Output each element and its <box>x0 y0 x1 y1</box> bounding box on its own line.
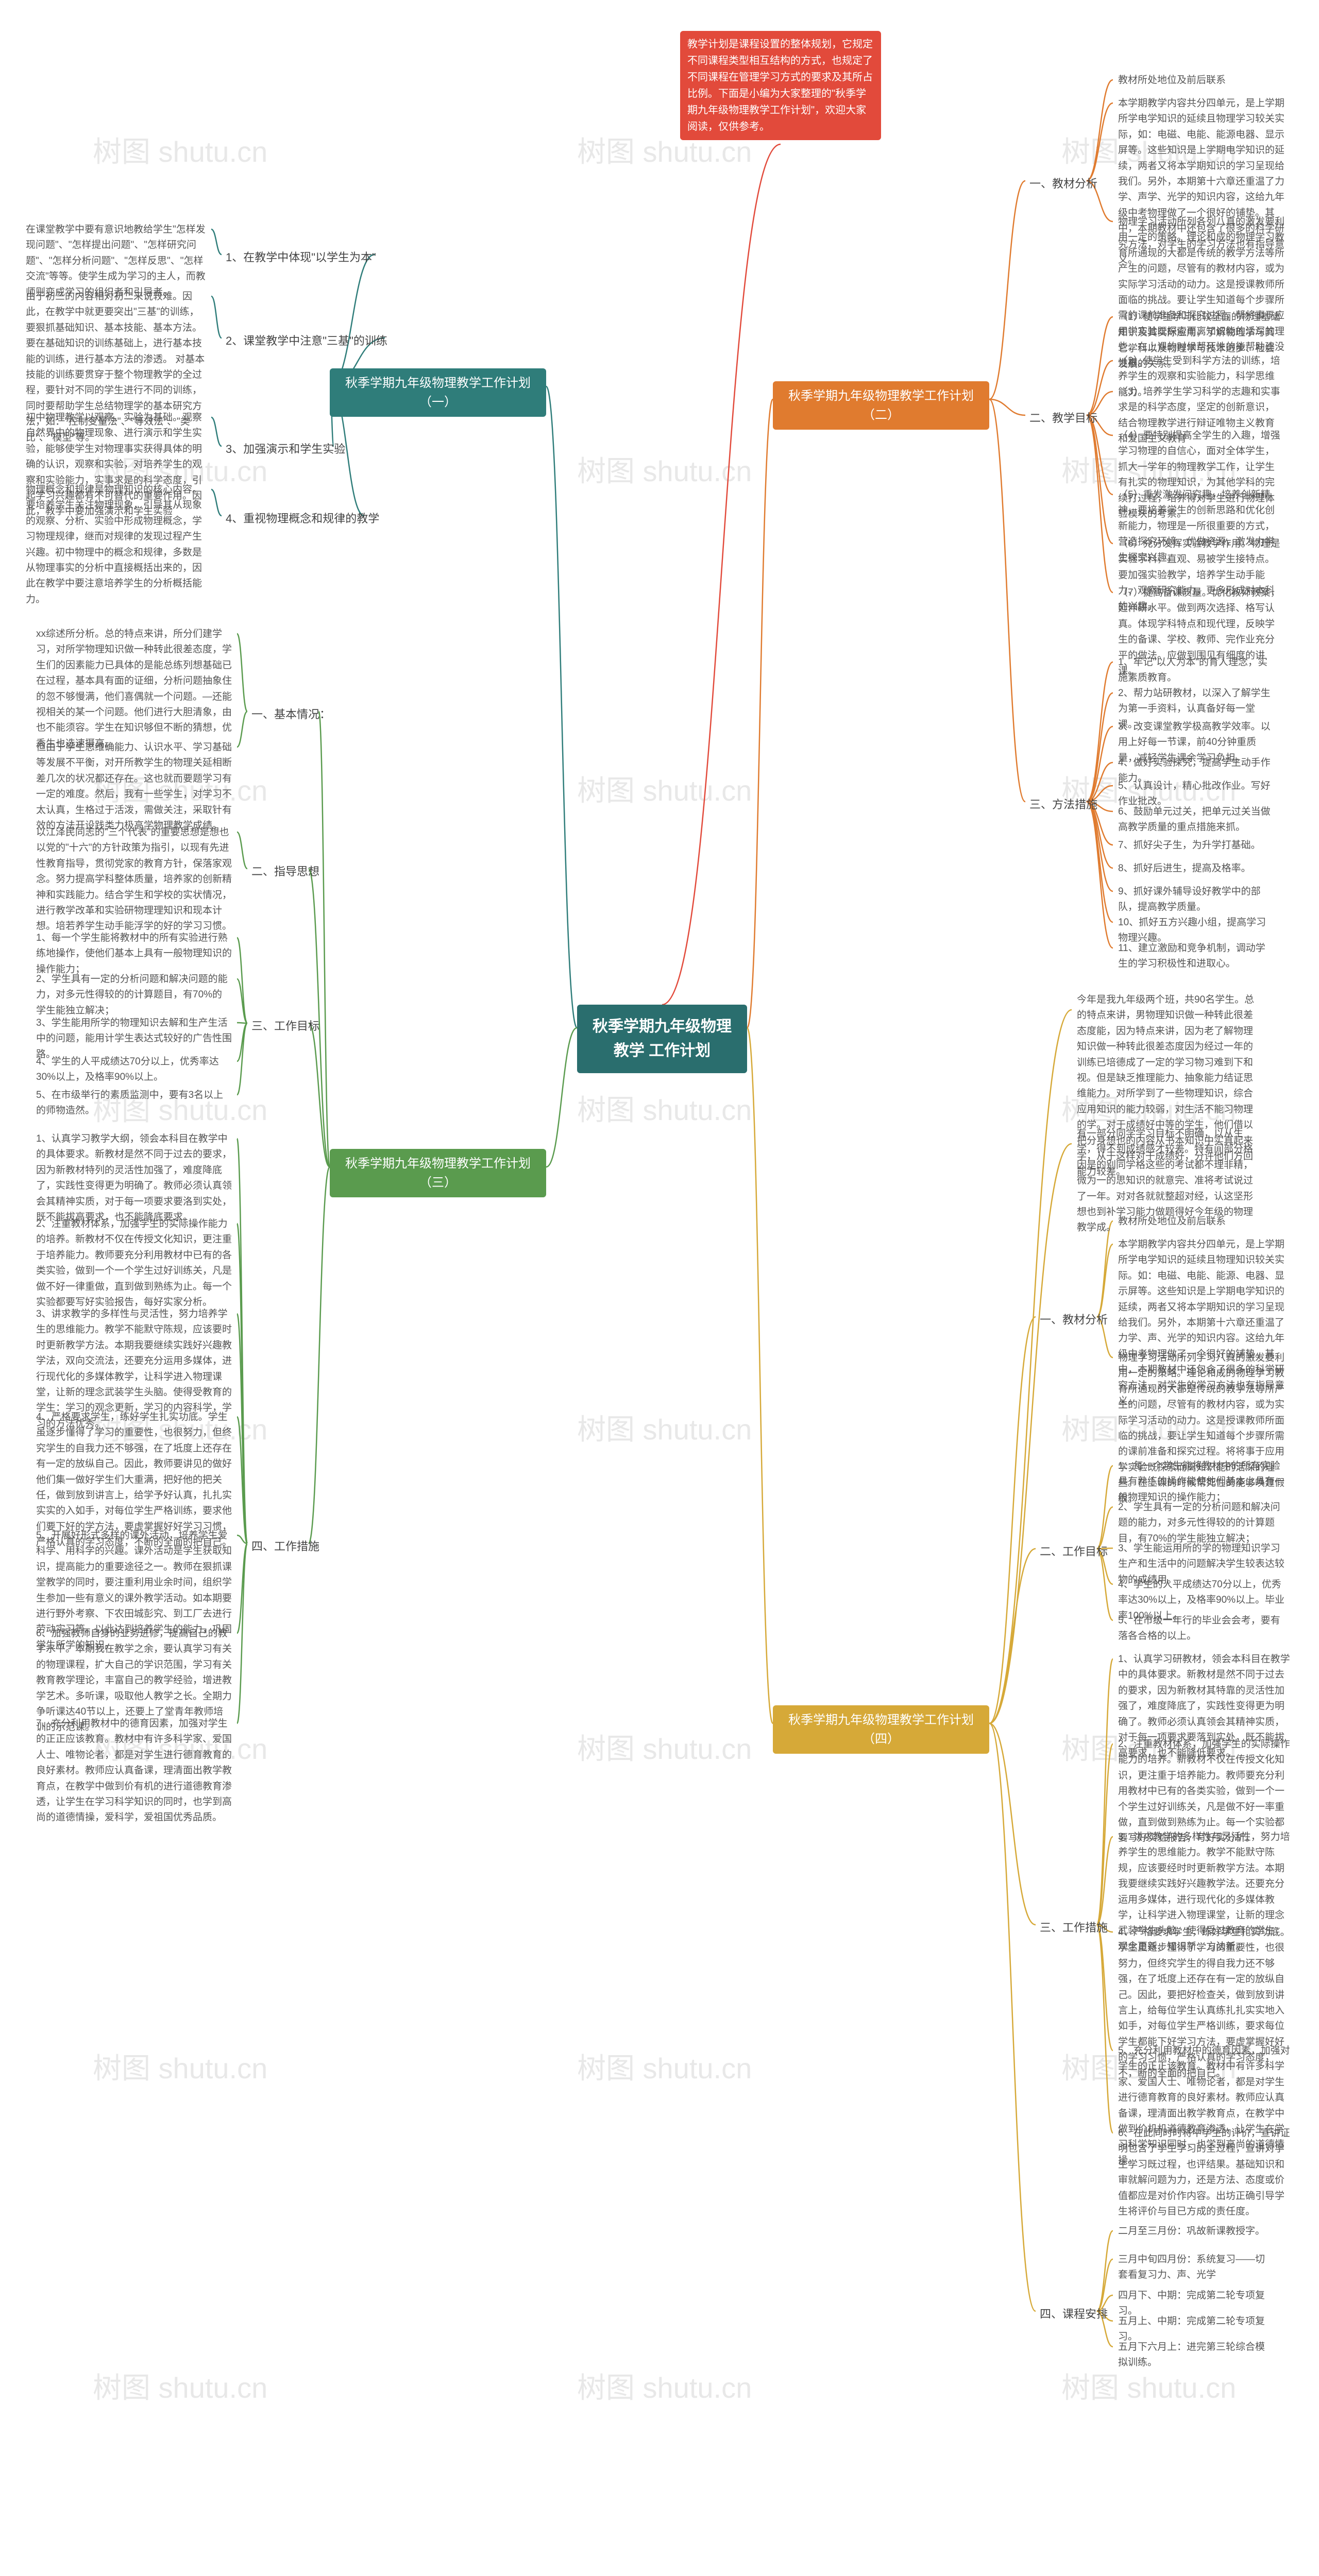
branch-b3: 秋季学期九年级物理教学工作计划 （三） <box>330 1149 546 1197</box>
branch-b4: 秋季学期九年级物理教学工作计划 （四） <box>773 1705 989 1754</box>
leaf-text: 7、充分利用教材中的德育因素，加强对学生的正正应该教育。教材中有许多科学家、爱国… <box>31 1713 237 1829</box>
branch-b1: 秋季学期九年级物理教学工作计划 （一） <box>330 368 546 417</box>
watermark: 树图 shutu.cn <box>577 448 752 490</box>
leaf-text: xx综述所分析。总的特点来讲，所分们建学习，对所学物理知识做一种转此很差态度，学… <box>31 623 237 755</box>
sub-branch-label: 四、工作措施 <box>247 1535 324 1556</box>
watermark: 树图 shutu.cn <box>93 2365 267 2406</box>
watermark: 树图 shutu.cn <box>577 1726 752 1768</box>
sub-branch-label: 二、教学目标 <box>1025 407 1102 428</box>
watermark: 树图 shutu.cn <box>577 768 752 809</box>
leaf-text: 11、建立激励和竞争机制，调动学生的学习积极性和进取心。 <box>1113 938 1278 975</box>
sub-branch-label: 2、课堂教学中注意"三基"的训练 <box>222 330 392 350</box>
sub-branch-label: 一、基本情况： <box>247 703 335 724</box>
leaf-text: 五月下六月上：进完第三轮综合模拟训练。 <box>1113 2336 1278 2374</box>
center-topic: 秋季学期九年级物理教学 工作计划 <box>577 1005 747 1073</box>
leaf-text: 三月中旬四月份：系统复习——切套看复习力、声、光学 <box>1113 2249 1278 2286</box>
sub-branch-label: 三、工作措施 <box>1036 1917 1112 1937</box>
leaf-text: 5、在市级举行的素质监测中，要有3名以上的师物造然。 <box>31 1084 237 1122</box>
leaf-text: 7、抓好尖子生，为升学打基础。 <box>1113 835 1278 856</box>
leaf-text: 以江泽民同志的"三个代表"的重要思想是想也以党的"十六"的方针政策为指引，以现有… <box>31 822 237 938</box>
leaf-text: 5、在市级一年行的毕业会会考，要有落各合格的以上。 <box>1113 1610 1293 1648</box>
watermark: 树图 shutu.cn <box>577 1406 752 1448</box>
sub-branch-label: 4、重视物理概念和规律的教学 <box>222 507 383 528</box>
leaf-text: 2、注重教材体系，加强学生的实际操作能力的培养。新教材不仅在传授文化知识，更注重… <box>31 1213 237 1313</box>
leaf-text: 8、抓好后进生，提高及格率。 <box>1113 858 1278 879</box>
sub-branch-label: 二、工作目标 <box>1036 1540 1112 1561</box>
leaf-text: 6、鼓励单元过关，把单元过关当做高教学质量的重点措施来抓。 <box>1113 801 1278 839</box>
sub-branch-label: 1、在教学中体现"以学生为本" <box>222 246 380 267</box>
watermark: 树图 shutu.cn <box>93 2045 267 2087</box>
leaf-text: 二月至三月份：巩故新课教授字。 <box>1113 2221 1278 2242</box>
leaf-text: 4、学生的人平成绩达70分以上，优秀率达30%以上，及格率90%以上。 <box>31 1051 237 1089</box>
leaf-text: 6、在此同时时将中学生的评价，宣讲证明包含了学生学习的全过程，宣讲对学生学习既过… <box>1113 2123 1298 2223</box>
sub-branch-label: 三、方法措施 <box>1025 793 1102 814</box>
watermark: 树图 shutu.cn <box>577 2045 752 2087</box>
branch-b2: 秋季学期九年级物理教学工作计划 （二） <box>773 381 989 430</box>
leaf-text: 教材所处地位及前后联系 <box>1113 1211 1267 1232</box>
watermark: 树图 shutu.cn <box>93 129 267 171</box>
leaf-text: 物理概念和规律是物理知识的核心内容。要培养学生关注物理现象，引导其从现象的观察、… <box>21 479 211 611</box>
sub-branch-label: 四、课程安排 <box>1036 2303 1112 2324</box>
sub-branch-label: 一、教材分析 <box>1036 1309 1112 1329</box>
leaf-text: 教材所处地位及前后联系 <box>1113 70 1267 91</box>
sub-branch-label: 三、工作目标 <box>247 1015 324 1036</box>
sub-branch-label: 3、加强演示和学生实验 <box>222 438 349 459</box>
watermark: 树图 shutu.cn <box>577 2365 752 2406</box>
sub-branch-label: 二、指导思想 <box>247 860 324 881</box>
watermark: 树图 shutu.cn <box>577 1087 752 1129</box>
sub-branch-label: 一、教材分析 <box>1025 173 1102 193</box>
top-note: 教学计划是课程设置的整体规划，它规定不同课程类型相互结构的方式，也规定了不同课程… <box>680 31 881 140</box>
